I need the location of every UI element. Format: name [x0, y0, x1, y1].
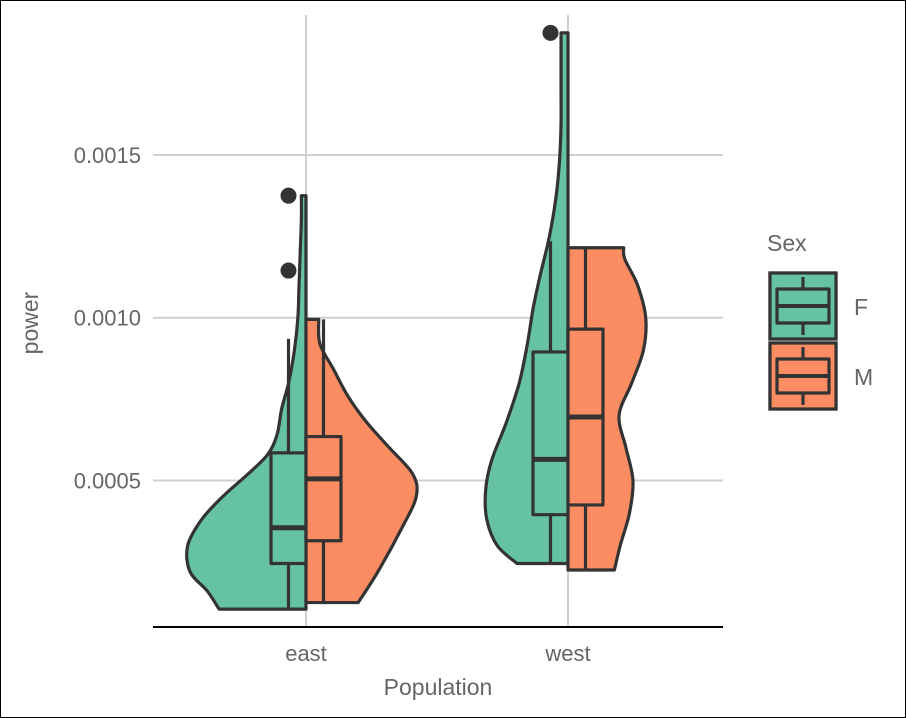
box-M-east — [304, 434, 343, 543]
x-tick-labels: east west — [285, 641, 590, 666]
box-F-west — [531, 350, 570, 517]
box-F-east — [269, 451, 308, 566]
y-tick-label: 0.0015 — [74, 143, 141, 168]
legend-key-border-M — [768, 341, 838, 411]
outlier-point-F-east — [280, 262, 297, 279]
outlier-point-F-east — [280, 187, 297, 204]
y-tick-label: 0.0005 — [74, 469, 141, 494]
legend-title: Sex — [767, 230, 807, 256]
outlier-point-F-west — [542, 24, 559, 41]
outlier-layer — [280, 24, 559, 279]
legend-label-F: F — [854, 294, 868, 320]
legend-entry-F: F — [768, 271, 868, 341]
legend: Sex FM — [767, 230, 873, 411]
violin-layer — [185, 31, 648, 611]
legend-key-border-F — [768, 271, 838, 341]
box-layer — [269, 241, 605, 610]
x-tick-label-west: west — [544, 641, 590, 666]
x-tick-label-east: east — [285, 641, 327, 666]
legend-label-M: M — [854, 364, 873, 390]
y-tick-label: 0.0010 — [74, 306, 141, 331]
legend-entry-M: M — [768, 341, 873, 411]
x-axis-title: Population — [384, 674, 493, 700]
y-axis-title: power — [17, 291, 43, 354]
legend-entries: FM — [768, 271, 873, 411]
y-tick-labels: 0.0005 0.0010 0.0015 — [74, 143, 141, 494]
